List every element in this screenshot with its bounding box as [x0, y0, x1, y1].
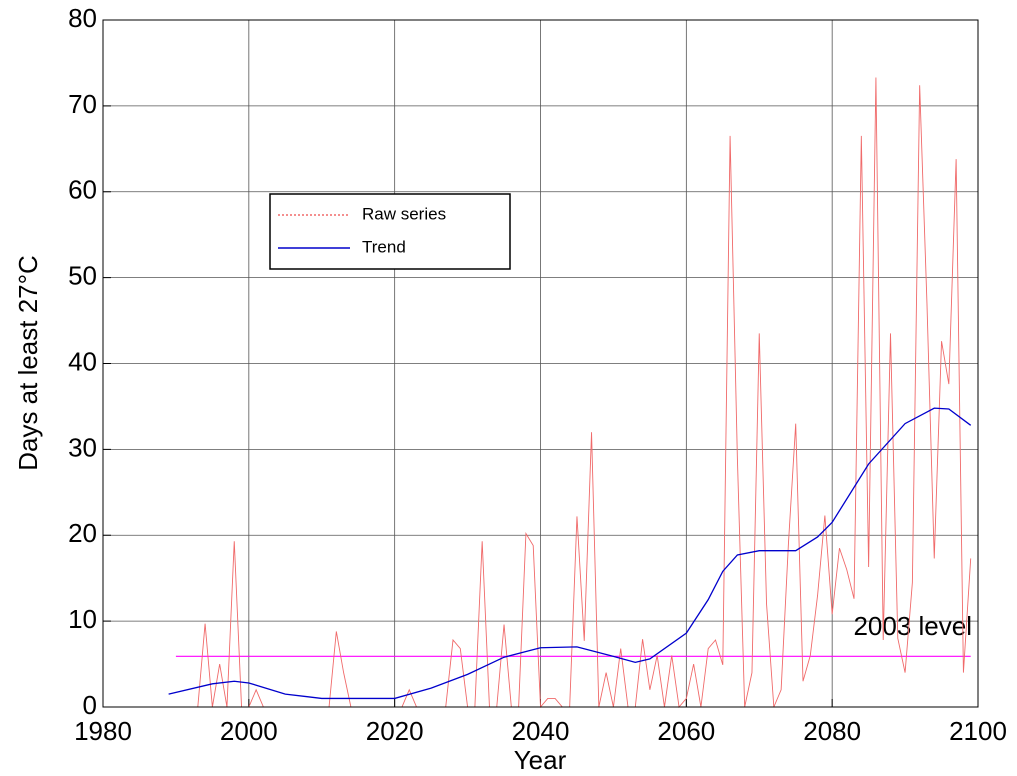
legend-box	[269, 193, 511, 270]
plot-border	[102, 19, 979, 708]
x-tick-label: 2060	[657, 716, 715, 746]
y-tick-label: 70	[68, 89, 97, 119]
annotation: 2003 level	[853, 611, 972, 641]
x-tick-label: 2000	[220, 716, 278, 746]
x-tick-label: 2100	[949, 716, 1007, 746]
y-tick-label: 80	[68, 3, 97, 33]
y-axis-label: Days at least 27°C	[13, 255, 43, 471]
x-tick-label: 2040	[512, 716, 570, 746]
y-tick-label: 10	[68, 604, 97, 634]
y-tick-label: 40	[68, 346, 97, 376]
y-tick-label: 0	[83, 690, 97, 720]
series-line	[168, 407, 972, 700]
legend-label: Trend	[362, 237, 406, 256]
x-tick-label: 2020	[366, 716, 424, 746]
y-tick-label: 20	[68, 518, 97, 548]
x-axis-label: Year	[514, 745, 567, 775]
x-tick-label: 2080	[803, 716, 861, 746]
y-tick-label: 60	[68, 175, 97, 205]
y-tick-label: 30	[68, 432, 97, 462]
x-tick-label: 1980	[74, 716, 132, 746]
y-tick-label: 50	[68, 261, 97, 291]
legend-label: Raw series	[362, 204, 446, 223]
